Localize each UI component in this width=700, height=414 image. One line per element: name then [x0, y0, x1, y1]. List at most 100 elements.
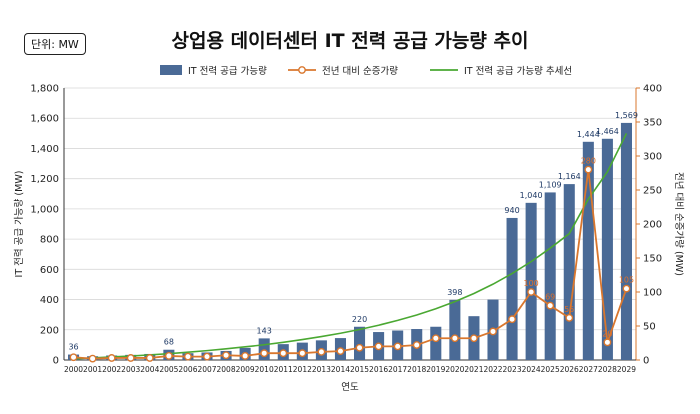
- x-tick-label: 2028: [598, 365, 617, 374]
- x-tick-label: 2002: [102, 365, 121, 374]
- bar-value-label: 220: [352, 315, 367, 324]
- net-increase-point: [107, 354, 116, 362]
- x-tick-label: 2021: [464, 365, 483, 374]
- legend-label-trend: IT 전력 공급 가능량 추세선: [464, 65, 572, 77]
- x-tick-label: 2025: [541, 365, 560, 374]
- net-increase-point: [260, 349, 269, 358]
- bar-value-label: 398: [447, 288, 462, 297]
- bar: [525, 202, 537, 360]
- y2-tick-label: 350: [643, 118, 662, 129]
- legend-swatch-net-marker: [298, 66, 306, 74]
- unit-label: 단위: MW: [24, 33, 86, 55]
- x-tick-label: 2000: [64, 365, 83, 374]
- net-increase-point: [603, 338, 612, 347]
- y2-tick-label: 150: [643, 254, 662, 265]
- y2-axis-title: 전년 대비 순증가량 (MW): [673, 172, 685, 276]
- net-increase-point: [584, 165, 593, 174]
- net-increase-point: [222, 351, 230, 360]
- bar: [563, 184, 575, 360]
- line-value-label: 105: [619, 276, 634, 285]
- net-increase-line: [73, 169, 628, 360]
- bar: [354, 326, 366, 360]
- bar: [620, 122, 632, 360]
- line-value-label: 69: [545, 293, 555, 302]
- bar: [449, 299, 461, 360]
- net-increase-point: [317, 347, 326, 356]
- x-tick-label: 2024: [522, 365, 541, 374]
- net-increase-point: [203, 352, 211, 361]
- x-tick-label: 2015: [350, 365, 369, 374]
- y2-tick-label: 0: [643, 356, 649, 367]
- x-tick-label: 2006: [178, 365, 197, 374]
- net-increase-point: [508, 315, 516, 324]
- bar-value-label: 1,109: [539, 180, 562, 189]
- line-value-label: 55: [564, 305, 574, 314]
- x-tick-label: 2023: [503, 365, 522, 374]
- y2-tick-label: 400: [643, 84, 662, 95]
- net-increase-point: [336, 347, 345, 356]
- net-increase-point: [565, 313, 574, 322]
- bar: [601, 138, 613, 360]
- x-tick-label: 2016: [369, 365, 388, 374]
- x-tick-label: 2027: [579, 365, 598, 374]
- net-increase-point: [145, 354, 154, 362]
- net-increase-point: [489, 327, 497, 336]
- bar: [582, 141, 594, 360]
- x-tick-label: 2026: [560, 365, 579, 374]
- x-tick-label: 2013: [312, 365, 331, 374]
- net-increase-point: [241, 352, 250, 360]
- bar-value-label: 68: [164, 338, 174, 347]
- y2-tick-label: 50: [643, 322, 656, 333]
- line-value-label: 20: [602, 329, 612, 338]
- x-axis-title: 연도: [341, 382, 359, 393]
- x-tick-label: 2012: [293, 365, 312, 374]
- y-tick-label: 400: [40, 295, 59, 306]
- y-tick-label: 1,800: [30, 84, 59, 95]
- bar-value-label: 1,444: [577, 130, 600, 139]
- x-tick-label: 2007: [197, 365, 216, 374]
- legend-swatch-bars: [160, 65, 182, 75]
- net-increase-point: [126, 354, 135, 362]
- net-increase-point: [546, 301, 555, 310]
- bar-value-label: 940: [504, 206, 519, 215]
- y-tick-label: 1,600: [30, 114, 59, 125]
- y-tick-label: 200: [40, 325, 59, 336]
- x-tick-label: 2004: [140, 365, 159, 374]
- bar-value-label: 1,040: [520, 191, 543, 200]
- x-tick-label: 2008: [217, 365, 236, 374]
- net-increase-point: [412, 341, 421, 349]
- net-increase-point: [279, 349, 288, 358]
- bar: [544, 192, 556, 360]
- bar-value-label: 36: [68, 343, 78, 352]
- bar: [258, 338, 270, 360]
- y-axis-title: IT 전력 공급 가능량 (MW): [13, 171, 25, 278]
- net-increase-point: [88, 354, 97, 363]
- net-increase-point: [527, 288, 536, 296]
- net-increase-point: [69, 353, 78, 362]
- line-value-label: 280: [581, 157, 596, 166]
- x-tick-label: 2019: [426, 365, 445, 374]
- net-increase-point: [374, 342, 383, 351]
- legend-label-bars: IT 전력 공급 가능량: [188, 65, 267, 77]
- y-tick-label: 1,200: [30, 174, 59, 185]
- x-tick-label: 2001: [83, 365, 102, 374]
- net-increase-point: [355, 343, 364, 352]
- bar-value-label: 1,164: [558, 172, 581, 181]
- y2-tick-label: 200: [643, 220, 662, 231]
- legend-label-net: 전년 대비 순증가량: [322, 65, 398, 77]
- y2-tick-label: 300: [643, 152, 662, 163]
- x-tick-label: 2020: [445, 365, 464, 374]
- line-value-label: 100: [523, 279, 538, 288]
- chart-title: 상업용 데이터센터 IT 전력 공급 가능량 추이: [171, 30, 529, 52]
- net-increase-point: [164, 352, 173, 360]
- y-tick-label: 600: [40, 265, 59, 276]
- y-tick-label: 1,400: [30, 144, 59, 155]
- net-increase-point: [431, 334, 440, 343]
- x-tick-label: 2017: [388, 365, 407, 374]
- net-increase-point: [393, 342, 402, 351]
- x-tick-label: 2014: [331, 365, 350, 374]
- net-increase-point: [470, 334, 478, 343]
- x-tick-label: 2010: [255, 365, 274, 374]
